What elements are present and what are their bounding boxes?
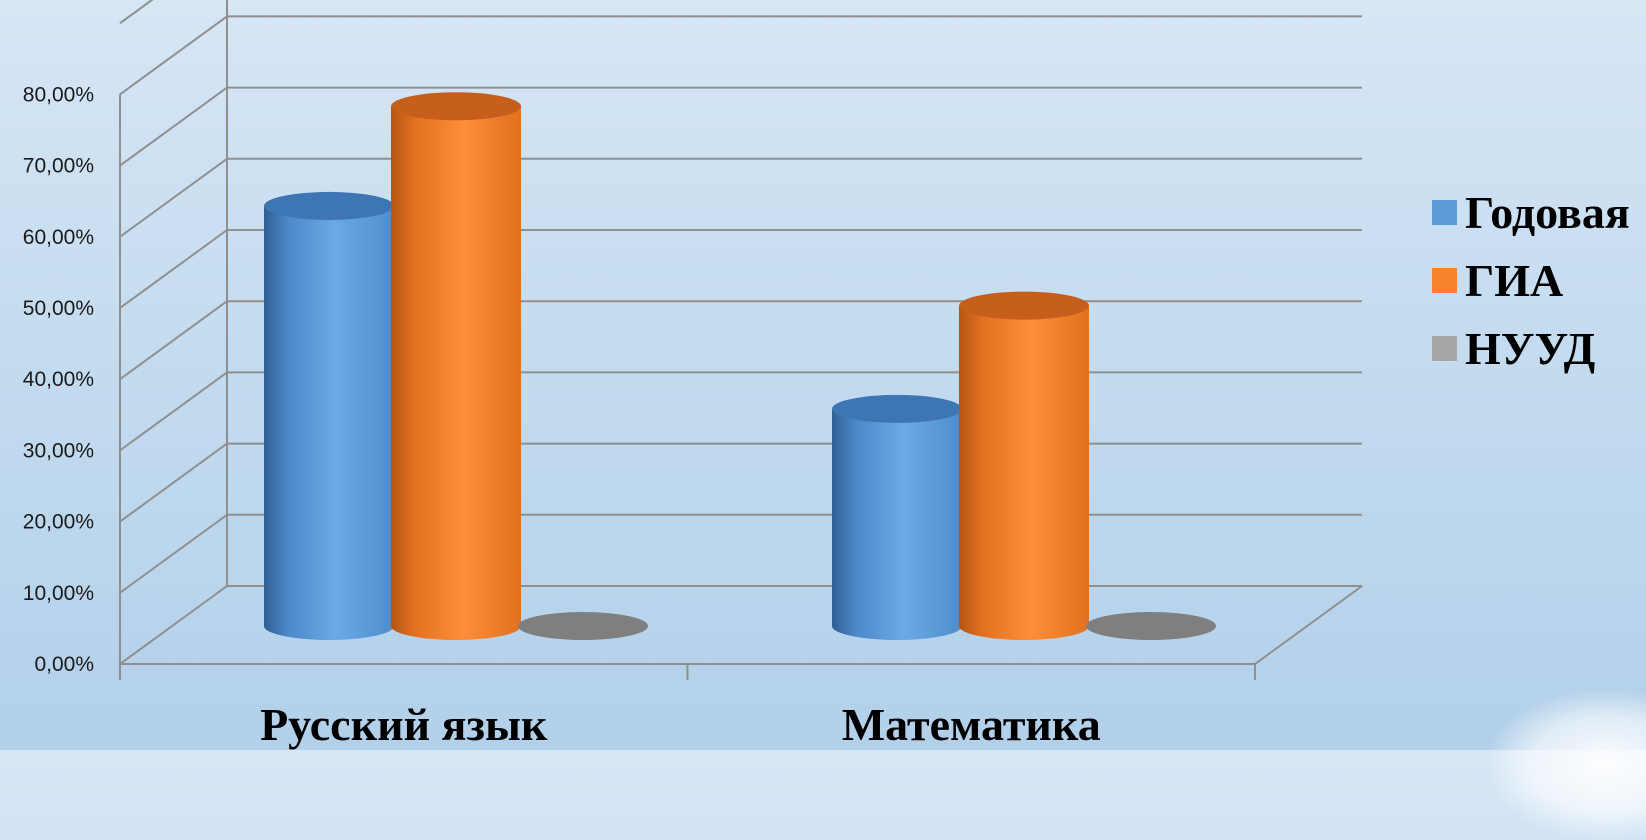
gridline-depth bbox=[119, 442, 228, 523]
legend-swatch-godovaya bbox=[1432, 199, 1457, 225]
gridline-depth bbox=[119, 157, 228, 238]
x-category-label: Математика bbox=[842, 699, 1101, 750]
bar-gia bbox=[391, 106, 521, 641]
gridline-depth bbox=[119, 585, 228, 665]
bar-nuud-flat bbox=[518, 612, 648, 640]
legend-label-nuud: НУУД bbox=[1465, 322, 1596, 374]
y-tick-label: 40,00% bbox=[23, 368, 94, 391]
gridline-depth bbox=[119, 371, 228, 452]
gridline-depth bbox=[119, 300, 228, 381]
legend-swatch-gia bbox=[1432, 267, 1457, 293]
bar-godovaya bbox=[264, 205, 394, 641]
legend: Годовая ГИА НУУД bbox=[1432, 178, 1630, 382]
y-tick-label: 10,00% bbox=[23, 582, 94, 605]
bar-top-cap bbox=[391, 92, 521, 121]
gridline-depth bbox=[119, 86, 228, 167]
y-tick-label: 80,00% bbox=[23, 83, 94, 106]
chart: 0,00% 10,00% 20,00% 30,00% 40,00% 50,00% 60,00… bbox=[23, 0, 1363, 750]
bar-gia bbox=[959, 305, 1089, 640]
axes bbox=[119, 0, 1363, 680]
legend-item-godovaya: Годовая bbox=[1432, 178, 1630, 246]
gridline-depth bbox=[119, 0, 154, 25]
axis-labels: 0,00% 10,00% 20,00% 30,00% 40,00% 50,00% 60,00… bbox=[23, 83, 1101, 750]
bar-godovaya bbox=[832, 408, 962, 640]
floor-right-edge bbox=[1254, 585, 1363, 665]
bars bbox=[264, 92, 1216, 641]
legend-swatch-nuud bbox=[1432, 335, 1457, 361]
gridline-depth bbox=[119, 513, 228, 594]
bar-top-cap bbox=[264, 191, 394, 220]
gridline-depth bbox=[119, 229, 228, 309]
bar-top-cap bbox=[832, 394, 962, 423]
legend-item-nuud: НУУД bbox=[1432, 314, 1630, 382]
y-tick-label: 50,00% bbox=[23, 297, 94, 320]
y-tick-label: 70,00% bbox=[23, 155, 94, 178]
legend-item-gia: ГИА bbox=[1432, 246, 1630, 314]
y-tick-label: 30,00% bbox=[23, 439, 94, 462]
bar-top-cap bbox=[959, 291, 1089, 320]
y-tick-label: 0,00% bbox=[34, 653, 94, 676]
legend-label-godovaya: Годовая bbox=[1465, 186, 1630, 238]
legend-label-gia: ГИА bbox=[1465, 254, 1564, 306]
y-tick-label: 60,00% bbox=[23, 226, 94, 249]
y-tick-label: 20,00% bbox=[23, 511, 94, 534]
gridline-depth bbox=[119, 15, 228, 96]
bar-nuud-flat bbox=[1086, 612, 1216, 640]
x-category-label: Русский язык bbox=[260, 699, 548, 750]
